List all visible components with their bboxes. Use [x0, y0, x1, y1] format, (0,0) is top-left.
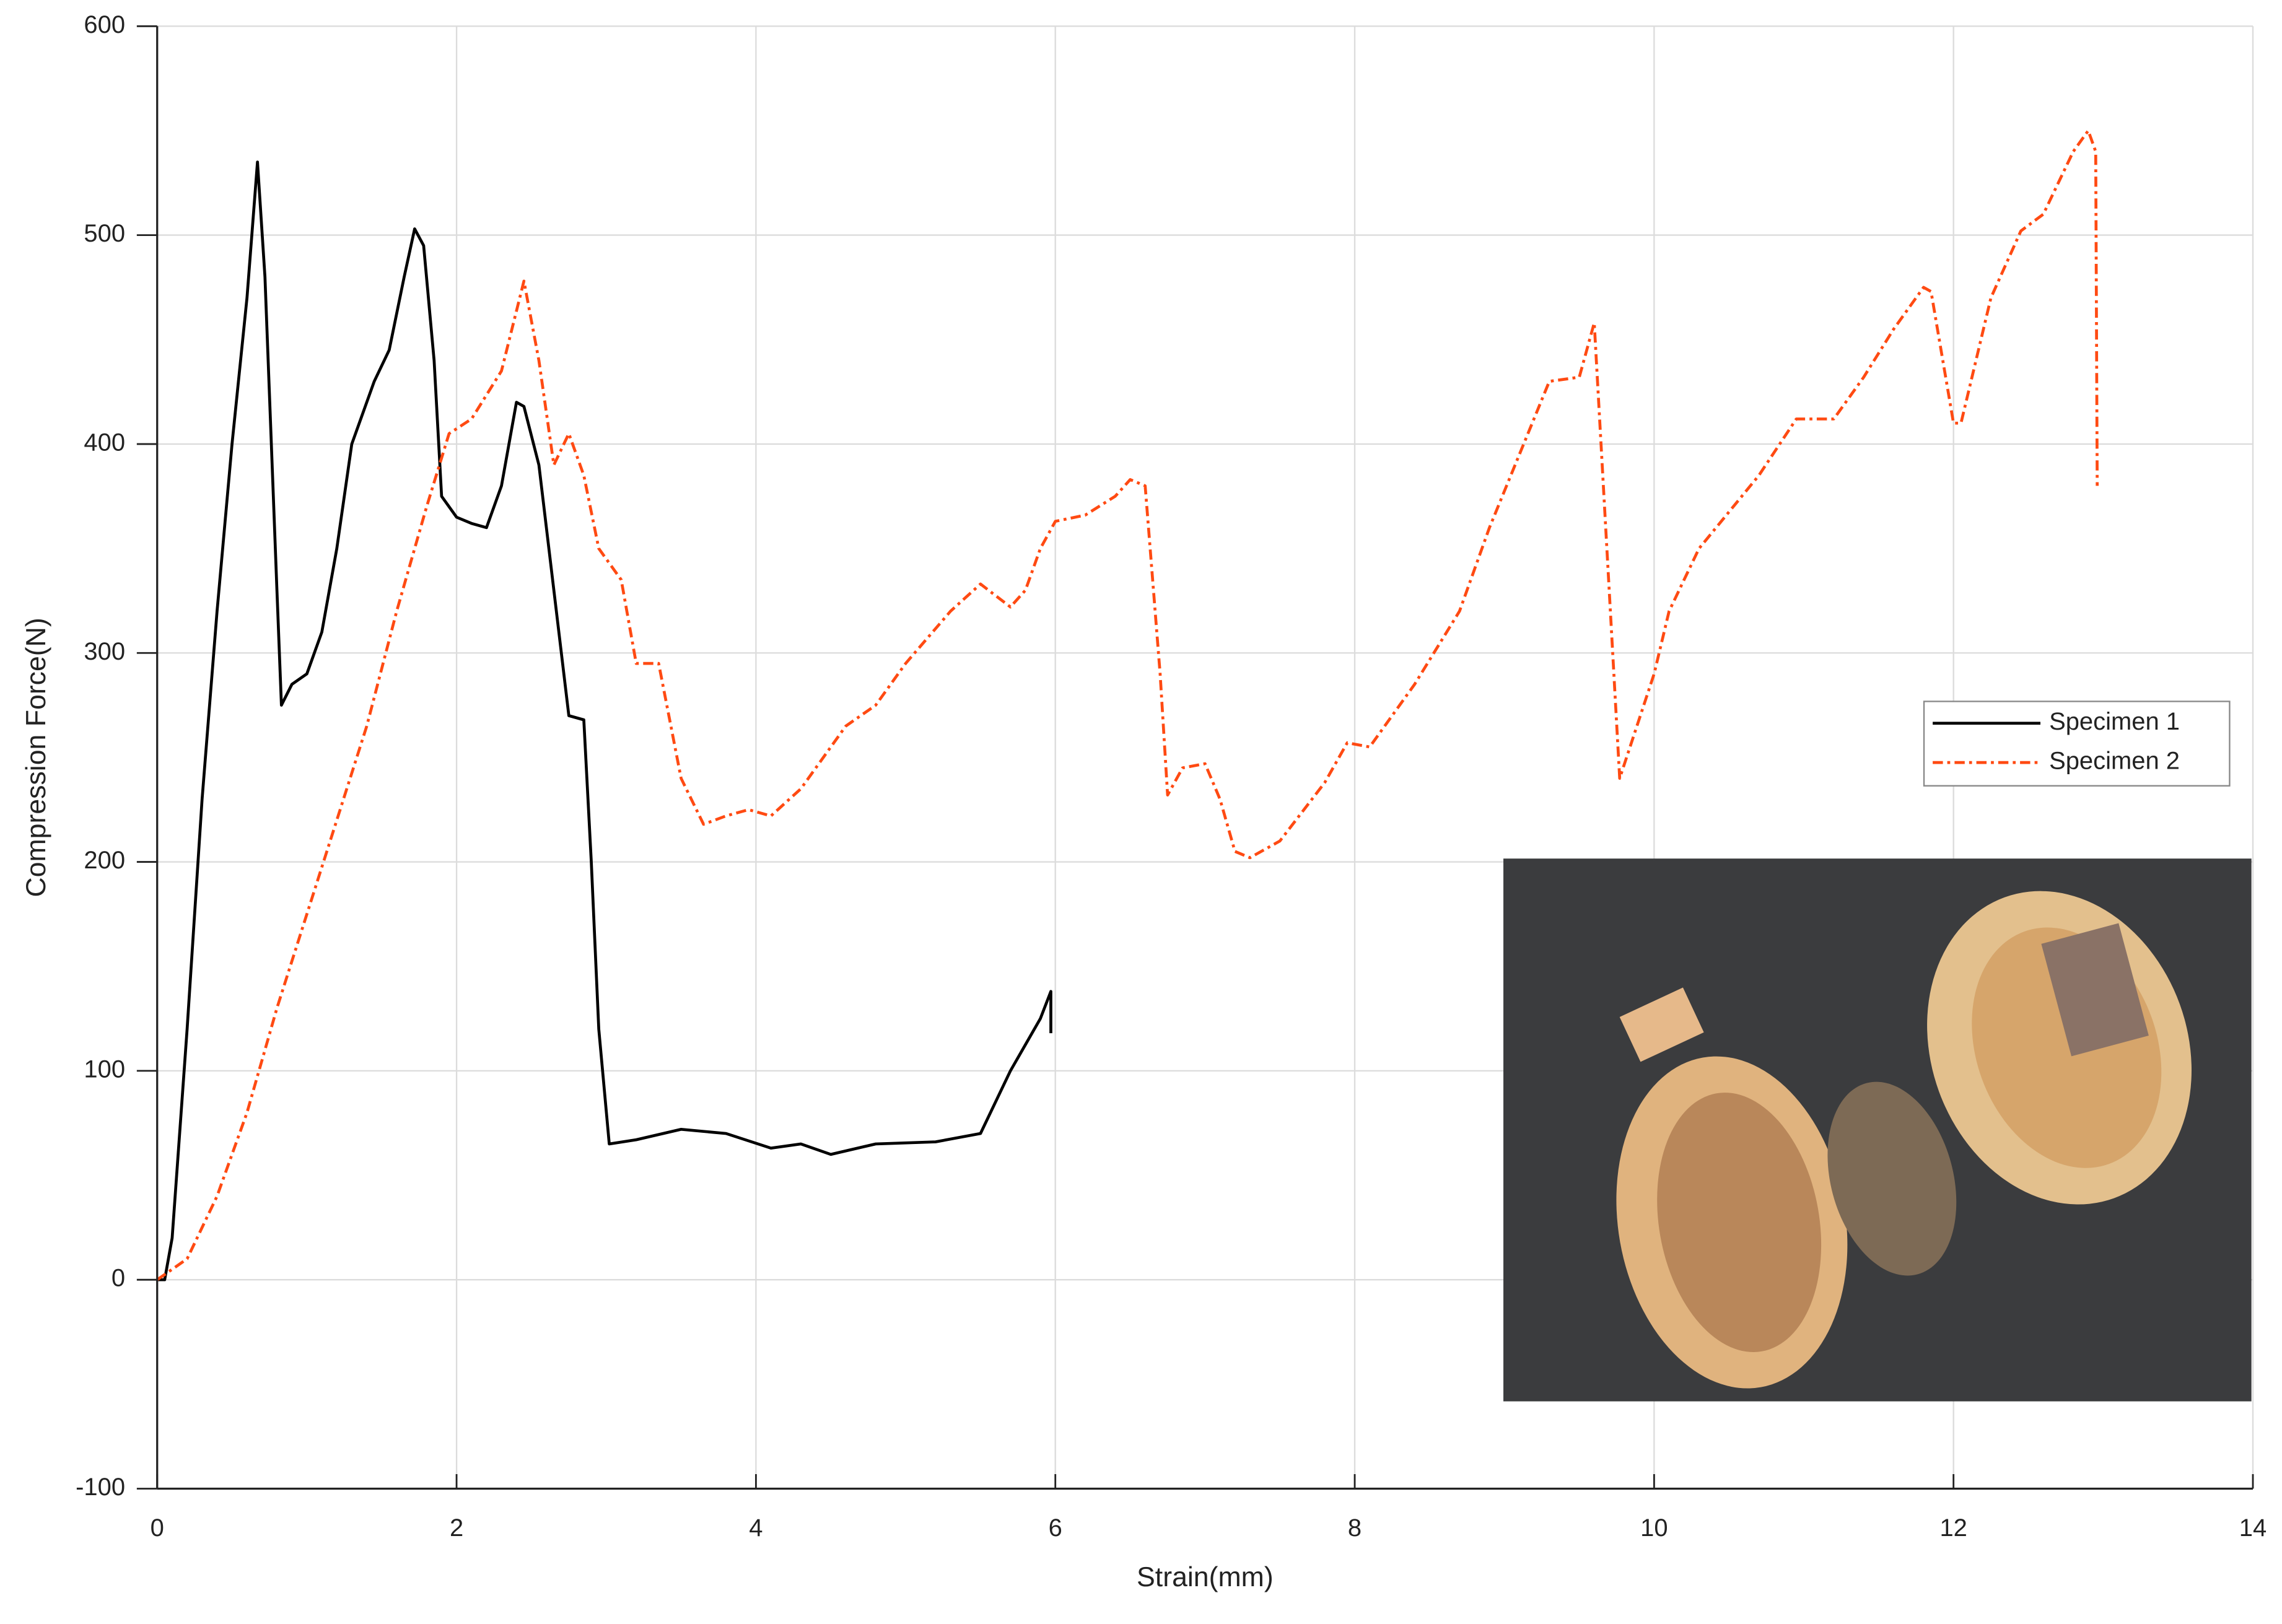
x-tick-label: 12 [1939, 1514, 1967, 1542]
shell-fragment [1619, 987, 1704, 1062]
y-tick-label: 0 [111, 1265, 125, 1292]
data-line [156, 129, 2099, 1281]
x-axis-label: Strain(mm) [1137, 1562, 1274, 1592]
y-tick-label: -100 [76, 1473, 125, 1501]
shell-fragment [2041, 923, 2149, 1057]
kernel [1827, 1081, 1957, 1276]
y-tick-label: 300 [84, 638, 125, 665]
y-tick-label: 200 [84, 847, 125, 874]
legend-box [1923, 701, 2231, 787]
x-tick-label: 4 [749, 1514, 763, 1542]
x-tick-label: 8 [1348, 1514, 1362, 1542]
x-tick-label: 10 [1640, 1514, 1668, 1542]
legend-label: Specimen 2 [2049, 748, 2180, 775]
inset-photo [1503, 858, 2252, 1402]
shell-inner [1657, 1093, 1822, 1352]
x-tick-label: 2 [450, 1514, 463, 1542]
y-tick-label: 600 [84, 11, 125, 38]
y-tick-label: 100 [84, 1055, 125, 1083]
y-tick-label: 500 [84, 220, 125, 247]
data-line [157, 160, 1052, 1281]
x-tick-label: 0 [151, 1514, 164, 1542]
y-tick-label: 400 [84, 429, 125, 456]
legend-label: Specimen 1 [2049, 708, 2180, 735]
x-tick-label: 6 [1049, 1514, 1062, 1542]
y-axis-label: Compression Force(N) [21, 618, 51, 897]
x-tick-label: 14 [2239, 1514, 2267, 1542]
